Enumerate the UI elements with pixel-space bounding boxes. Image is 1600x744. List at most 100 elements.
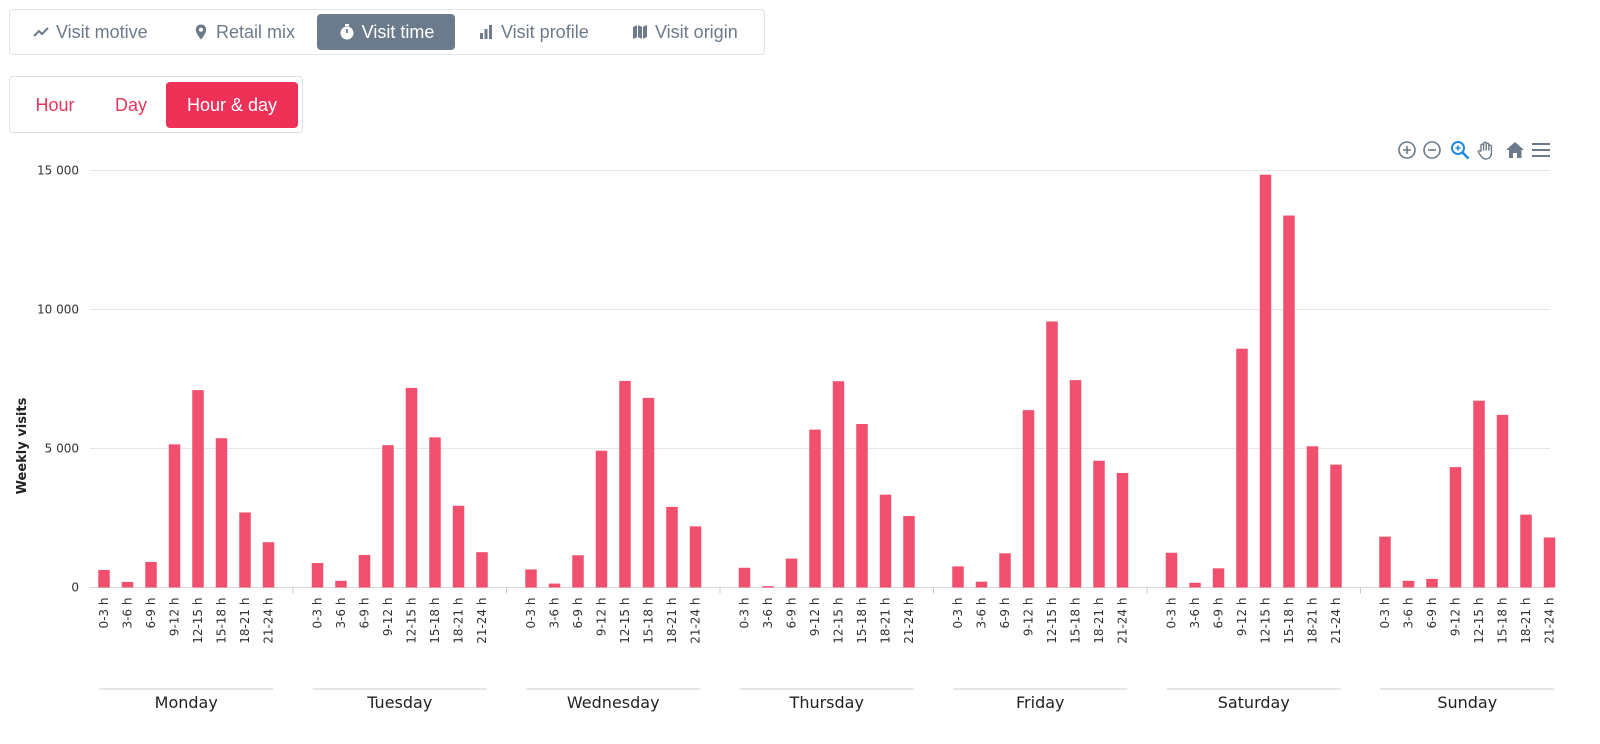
x-tick-label: 3-6 h bbox=[548, 598, 562, 629]
tab-label: Retail mix bbox=[216, 21, 296, 42]
day-label: Thursday bbox=[789, 693, 864, 712]
x-tick-label: 18-21 h bbox=[665, 598, 679, 644]
day-label: Wednesday bbox=[567, 693, 660, 712]
bar-tuesday-0[interactable] bbox=[311, 563, 324, 588]
y-tick-label: 10 000 bbox=[37, 303, 79, 317]
bar-friday-2[interactable] bbox=[999, 553, 1011, 588]
bar-friday-1[interactable] bbox=[975, 581, 988, 588]
reset-home-icon[interactable] bbox=[1504, 139, 1526, 161]
x-tick-label: 6-9 h bbox=[785, 598, 799, 629]
y-axis-label: Weekly visits bbox=[15, 397, 30, 494]
bar-thursday-3[interactable] bbox=[809, 429, 821, 588]
bar-friday-0[interactable] bbox=[952, 566, 964, 588]
bar-wednesday-6[interactable] bbox=[666, 506, 678, 588]
bar-thursday-1[interactable] bbox=[762, 586, 774, 588]
weekly-visits-bar-chart: 0 5 000 10 000 15 000 0-3 h 3-6 h 6-9 h 9-12 h… bbox=[15, 164, 1557, 713]
tab-visit-time[interactable]: Visit time bbox=[317, 14, 455, 50]
zoom-out-icon[interactable] bbox=[1421, 139, 1443, 161]
bar-wednesday-7[interactable] bbox=[689, 526, 702, 588]
bar-saturday-4[interactable] bbox=[1259, 174, 1272, 588]
bar-friday-4[interactable] bbox=[1046, 321, 1058, 588]
bar-friday-3[interactable] bbox=[1022, 410, 1035, 588]
bar-sunday-0[interactable] bbox=[1379, 536, 1391, 588]
bar-saturday-6[interactable] bbox=[1306, 446, 1319, 588]
bar-tuesday-6[interactable] bbox=[452, 505, 465, 588]
bar-wednesday-1[interactable] bbox=[548, 583, 561, 588]
tab-visit-motive[interactable]: Visit motive bbox=[32, 14, 162, 50]
bar-saturday-3[interactable] bbox=[1236, 348, 1248, 588]
x-tick-label: 15-18 h bbox=[428, 598, 442, 644]
x-tick-label: 12-15 h bbox=[1472, 598, 1486, 644]
x-tick-label: 18-21 h bbox=[238, 598, 252, 644]
bar-sunday-1[interactable] bbox=[1402, 580, 1415, 588]
bar-saturday-1[interactable] bbox=[1189, 582, 1201, 588]
x-tick-label: 21-24 h bbox=[1329, 598, 1343, 644]
bar-friday-7[interactable] bbox=[1116, 472, 1129, 588]
bar-thursday-5[interactable] bbox=[856, 424, 868, 588]
bar-thursday-4[interactable] bbox=[832, 381, 845, 588]
bar-tuesday-7[interactable] bbox=[476, 552, 488, 588]
bar-monday-0[interactable] bbox=[98, 569, 110, 588]
bar-tuesday-4[interactable] bbox=[405, 387, 418, 588]
x-tick-label: 21-24 h bbox=[262, 598, 276, 644]
bar-saturday-7[interactable] bbox=[1330, 464, 1342, 588]
bar-wednesday-2[interactable] bbox=[572, 555, 584, 588]
x-tick-label: 9-12 h bbox=[1449, 598, 1463, 637]
bar-thursday-0[interactable] bbox=[738, 567, 751, 588]
bar-wednesday-3[interactable] bbox=[595, 450, 608, 588]
bar-monday-7[interactable] bbox=[262, 542, 275, 588]
x-tick-label: 0-3 h bbox=[524, 598, 538, 629]
bar-tuesday-2[interactable] bbox=[358, 554, 371, 588]
bar-sunday-4[interactable] bbox=[1473, 400, 1485, 588]
bar-thursday-6[interactable] bbox=[879, 494, 892, 588]
bar-wednesday-0[interactable] bbox=[525, 569, 537, 588]
mode-hour-and-day-button[interactable]: Hour & day bbox=[166, 82, 298, 128]
bar-tuesday-1[interactable] bbox=[335, 580, 347, 588]
bar-thursday-7[interactable] bbox=[903, 516, 915, 588]
selection-zoom-icon[interactable] bbox=[1449, 139, 1471, 161]
trend-line-icon bbox=[33, 27, 49, 37]
mode-hour-button[interactable]: Hour bbox=[20, 82, 90, 128]
x-tick-label: 0-3 h bbox=[311, 598, 325, 629]
x-tick-label: 12-15 h bbox=[618, 598, 632, 644]
bar-sunday-5[interactable] bbox=[1496, 414, 1509, 588]
tab-visit-origin[interactable]: Visit origin bbox=[631, 14, 756, 50]
bar-wednesday-5[interactable] bbox=[642, 397, 655, 588]
tab-label: Visit profile bbox=[501, 21, 589, 42]
bar-wednesday-4[interactable] bbox=[619, 380, 631, 588]
bar-monday-3[interactable] bbox=[168, 444, 181, 588]
zoom-in-icon[interactable] bbox=[1396, 139, 1418, 161]
map-pin-icon bbox=[195, 24, 207, 40]
x-tick-label: 18-21 h bbox=[1306, 598, 1320, 644]
bar-friday-6[interactable] bbox=[1093, 460, 1105, 588]
x-tick-label: 6-9 h bbox=[1425, 598, 1439, 629]
tab-retail-mix[interactable]: Retail mix bbox=[192, 14, 312, 50]
bar-monday-1[interactable] bbox=[121, 581, 134, 588]
bar-saturday-2[interactable] bbox=[1212, 568, 1225, 588]
bar-sunday-2[interactable] bbox=[1426, 578, 1438, 588]
x-tick-label: 15-18 h bbox=[1496, 598, 1510, 644]
x-tick-label: 21-24 h bbox=[689, 598, 703, 644]
x-tick-label: 3-6 h bbox=[1188, 598, 1202, 629]
bar-monday-4[interactable] bbox=[192, 390, 204, 588]
bar-sunday-7[interactable] bbox=[1543, 537, 1556, 588]
x-tick-label: 18-21 h bbox=[1519, 598, 1533, 644]
x-tick-label: 12-15 h bbox=[1259, 598, 1273, 644]
bar-saturday-0[interactable] bbox=[1165, 552, 1178, 588]
bar-thursday-2[interactable] bbox=[785, 558, 798, 588]
bar-friday-5[interactable] bbox=[1069, 380, 1082, 588]
x-tick-label: 18-21 h bbox=[1092, 598, 1106, 644]
bar-sunday-6[interactable] bbox=[1520, 514, 1532, 588]
bar-monday-5[interactable] bbox=[215, 438, 228, 588]
bar-saturday-5[interactable] bbox=[1283, 215, 1295, 588]
bar-monday-6[interactable] bbox=[239, 512, 251, 588]
bar-monday-2[interactable] bbox=[145, 561, 157, 588]
mode-label: Hour & day bbox=[186, 94, 278, 115]
pan-hand-icon[interactable] bbox=[1475, 139, 1497, 161]
bar-tuesday-5[interactable] bbox=[429, 437, 441, 588]
tab-visit-profile[interactable]: Visit profile bbox=[477, 14, 607, 50]
menu-icon[interactable] bbox=[1530, 139, 1552, 161]
bar-sunday-3[interactable] bbox=[1449, 467, 1462, 588]
mode-day-button[interactable]: Day bbox=[98, 82, 164, 128]
bar-tuesday-3[interactable] bbox=[382, 445, 394, 588]
